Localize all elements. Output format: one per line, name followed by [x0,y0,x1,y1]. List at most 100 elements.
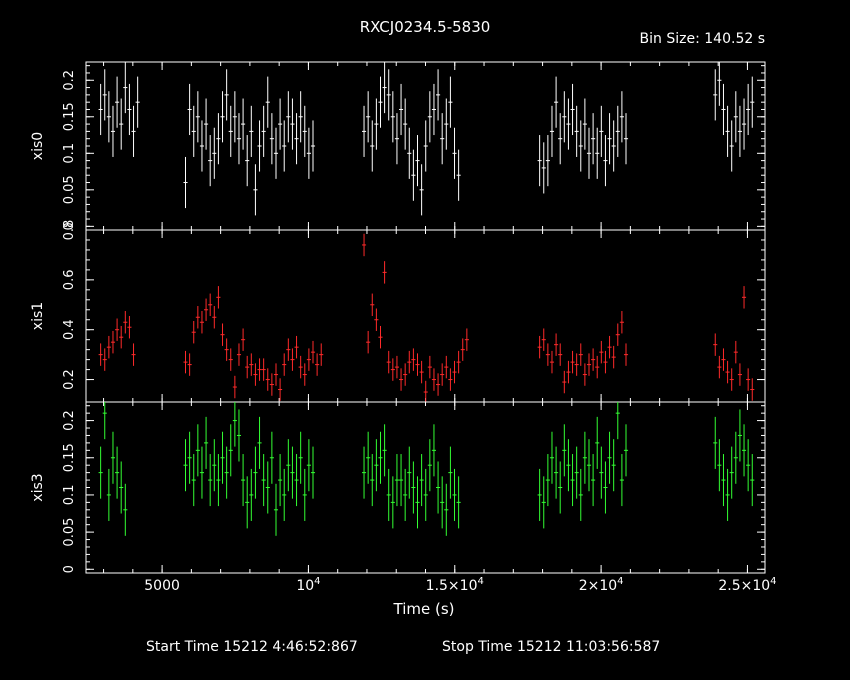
data-point [407,127,412,179]
data-point [619,311,624,334]
data-point [220,323,225,346]
data-point [603,135,608,187]
y-tick-label: 0.6 [62,270,77,291]
data-point [733,431,738,484]
data-point [750,378,755,401]
data-point [183,156,188,209]
data-point [574,105,579,157]
data-point [398,83,404,136]
data-point [361,446,367,499]
data-point [199,120,205,172]
y-tick-label: 0.15 [62,102,77,131]
data-point [187,431,192,484]
x-tick-label: 2.5×104 [718,576,776,594]
data-point [245,476,250,529]
data-point [599,105,604,157]
panel-xis0: 0 0.05 0.1 0.15 0.2 xis0 [30,61,766,231]
data-point [191,105,196,157]
data-point [440,113,445,165]
data-point [265,461,270,514]
data-point [444,483,449,536]
data-point [245,135,250,187]
y-tick-label: 0.1 [62,485,77,506]
data-point [721,83,726,136]
data-point [106,91,111,143]
data-point [286,338,291,361]
data-point [236,113,242,165]
data-point [199,446,205,499]
data-point [599,340,604,364]
data-point [415,476,420,529]
data-point [725,468,730,521]
data-point [586,353,592,376]
data-point [558,343,563,366]
data-point [423,468,428,521]
data-point [298,355,303,379]
data-point [290,446,295,499]
data-point [382,62,387,114]
data-point [315,353,320,376]
data-point [607,431,612,484]
data-point [366,91,371,143]
data-point [737,363,742,386]
data-point [741,424,747,477]
x-tick-label: 1.5×104 [426,576,484,594]
data-point [578,468,583,521]
data-point [607,335,612,359]
data-point [452,360,457,384]
data-point [619,454,624,507]
data-point [623,113,629,165]
x-tick-exponent: 4 [770,576,776,587]
data-points-xis0 [98,62,755,216]
data-point [249,105,254,157]
data-point [427,439,432,492]
data-point [717,439,722,492]
data-point [386,350,391,374]
data-point [436,461,441,514]
data-point [411,149,416,201]
data-point [566,360,571,384]
data-point [440,476,445,529]
data-point [302,363,307,386]
data-point [265,368,270,391]
data-point [390,358,395,381]
data-point [570,454,575,507]
data-point [562,424,567,477]
data-point [541,142,546,194]
data-point [574,446,579,499]
x-axis-label: Time (s) [393,600,455,618]
data-point [607,113,612,165]
data-point [549,105,555,157]
data-point [403,468,408,521]
data-point [195,424,200,477]
data-point [249,468,254,521]
data-point [302,105,307,157]
y-tick-label: 0.2 [62,369,77,390]
data-point [220,91,225,143]
data-point [558,461,563,514]
data-point [370,293,375,316]
data-point [232,91,237,143]
data-point [278,454,283,507]
data-point [298,431,303,484]
data-point [537,135,542,187]
data-point [253,446,258,499]
data-point [431,424,437,477]
data-point [403,98,408,150]
data-point [623,424,629,477]
data-point [436,69,441,121]
data-point [98,343,103,366]
data-point [228,105,233,157]
data-point [290,348,295,371]
data-point [199,311,205,334]
data-point [366,330,371,354]
y-tick-label: 0.15 [62,443,77,472]
data-point [106,335,111,359]
data-point [456,476,461,529]
data-point [578,120,583,172]
data-point [746,368,751,391]
y-tick-label: 0.1 [62,143,77,164]
data-point [549,431,555,484]
y-tick-label: 0.4 [62,319,77,340]
